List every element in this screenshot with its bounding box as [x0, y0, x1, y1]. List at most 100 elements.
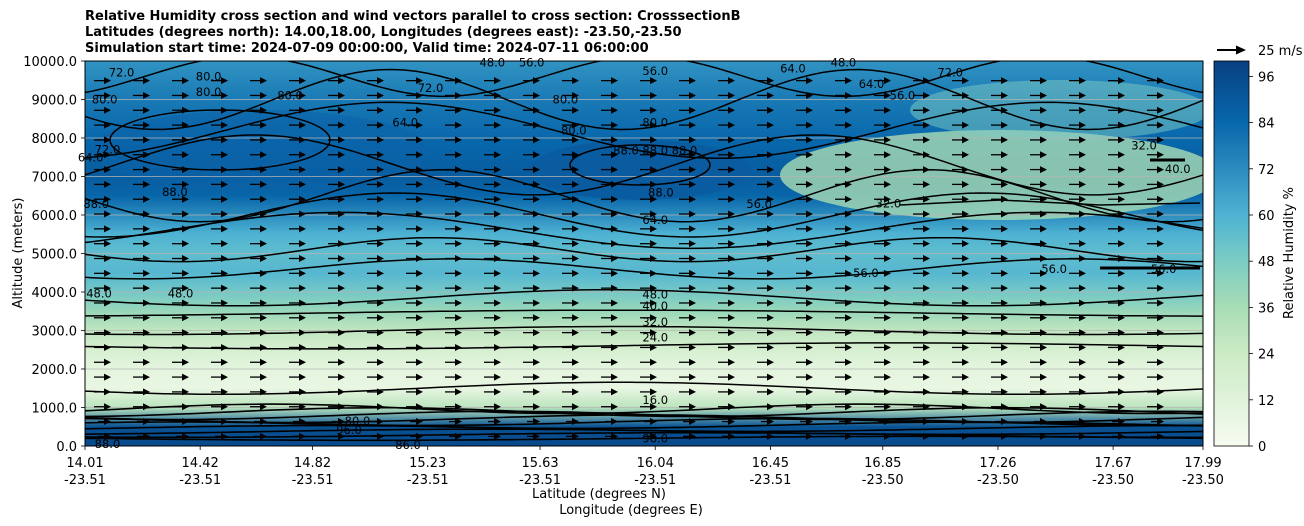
wind-vector-arrow-icon — [806, 358, 813, 366]
y-tick-label: 7000.0 — [32, 171, 78, 186]
wind-vector-arrow-icon — [1157, 418, 1164, 426]
wind-vector-arrow-icon — [1040, 121, 1047, 129]
wind-vector-arrow-icon — [1157, 180, 1164, 188]
wind-vector-arrow-icon — [650, 284, 657, 292]
wind-vector-arrow-icon — [884, 403, 891, 411]
contour-line — [85, 424, 1203, 433]
wind-vector-arrow-icon — [806, 240, 813, 248]
contour-label: 56.0 — [1151, 262, 1177, 276]
wind-vector-arrow-icon — [845, 255, 852, 263]
wind-vector-arrow-icon — [845, 225, 852, 233]
wind-vector-arrow-icon — [299, 343, 306, 351]
contour-label: 72.0 — [418, 81, 444, 95]
wind-vector-arrow-icon — [650, 358, 657, 366]
x-tick-label-longitude: -23.51 — [519, 473, 561, 488]
wind-vector-arrow-icon — [1040, 210, 1047, 218]
wind-vector-arrow-icon — [962, 284, 969, 292]
wind-vector-arrow-icon — [182, 240, 189, 248]
wind-vector-arrow-icon — [533, 329, 540, 337]
wind-vector-arrow-icon — [884, 284, 891, 292]
wind-vector-arrow-icon — [533, 121, 540, 129]
contour-line — [899, 199, 1201, 206]
wind-vector-arrow-icon — [455, 329, 462, 337]
wind-vector-arrow-icon — [260, 432, 267, 440]
wind-vector-arrow-icon — [455, 358, 462, 366]
wind-vector-arrow-icon — [611, 432, 618, 440]
wind-vector-arrow-icon — [845, 77, 852, 85]
wind-vector-arrow-icon — [338, 195, 345, 203]
wind-vector-arrow-icon — [728, 106, 735, 114]
wind-vector-arrow-icon — [884, 358, 891, 366]
wind-vector-arrow-icon — [806, 269, 813, 277]
contour-label: 88.0 — [648, 186, 674, 200]
wind-vector-arrow-icon — [455, 136, 462, 144]
wind-vector-arrow-icon — [494, 284, 501, 292]
wind-vector-arrow-icon — [923, 343, 930, 351]
wind-vector-arrow-icon — [728, 329, 735, 337]
wind-vector-arrow-icon — [338, 388, 345, 396]
wind-vector-arrow-icon — [923, 106, 930, 114]
wind-vector-arrow-icon — [416, 299, 423, 307]
wind-vector-arrow-icon — [494, 195, 501, 203]
wind-vector-arrow-icon — [299, 166, 306, 174]
wind-vector-arrow-icon — [806, 225, 813, 233]
wind-vector-arrow-icon — [962, 225, 969, 233]
wind-vector-arrow-icon — [611, 195, 618, 203]
wind-vector-arrow-icon — [806, 91, 813, 99]
wind-vector-arrow-icon — [611, 91, 618, 99]
wind-vector-arrow-icon — [377, 180, 384, 188]
wind-vector-arrow-icon — [806, 329, 813, 337]
wind-vector-arrow-icon — [260, 151, 267, 159]
wind-vector-arrow-icon — [143, 210, 150, 218]
wind-vector-arrow-icon — [767, 77, 774, 85]
colorbar: 0 12 24 36 48 60 72 84 96 Relative Humidity % — [1213, 60, 1297, 455]
wind-vector-arrow-icon — [767, 403, 774, 411]
wind-vector-arrow-icon — [494, 269, 501, 277]
wind-vector-arrow-icon — [806, 166, 813, 174]
wind-vector-arrow-icon — [611, 299, 618, 307]
wind-vector-arrow-icon — [260, 106, 267, 114]
colorbar-tick-label: 12 — [1258, 394, 1275, 409]
x-tick-label-latitude: 16.85 — [864, 456, 901, 471]
wind-vector-arrow-icon — [533, 255, 540, 263]
wind-vector-arrow-icon — [1157, 166, 1164, 174]
contour-label: 32.0 — [876, 196, 902, 210]
wind-vector-arrow-icon — [767, 269, 774, 277]
wind-vector-arrow-icon — [845, 195, 852, 203]
wind-vector-arrow-icon — [845, 343, 852, 351]
x-tick-label-latitude: 14.82 — [294, 456, 331, 471]
wind-vector-arrow-icon — [533, 151, 540, 159]
wind-vector-arrow-icon — [338, 121, 345, 129]
wind-vector-arrow-icon — [767, 106, 774, 114]
wind-vector-arrow-icon — [1001, 388, 1008, 396]
wind-vector-arrow-icon — [572, 195, 579, 203]
wind-vector-arrow-icon — [650, 299, 657, 307]
wind-vector-arrow-icon — [767, 195, 774, 203]
wind-vector-arrow-icon — [884, 121, 891, 129]
contour-line — [85, 325, 1203, 336]
wind-vector-arrow-icon — [962, 121, 969, 129]
wind-vector-arrow-icon — [1079, 418, 1086, 426]
wind-vector-arrow-icon — [884, 432, 891, 440]
wind-vector-arrow-icon — [923, 151, 930, 159]
y-tick-label: 2000.0 — [32, 363, 78, 378]
wind-vector-arrow-icon — [143, 358, 150, 366]
colorbar-tick-label: 24 — [1258, 348, 1275, 363]
wind-vector-arrow-icon — [806, 343, 813, 351]
wind-vector-arrow-icon — [182, 299, 189, 307]
wind-vector-arrow-icon — [1079, 255, 1086, 263]
wind-vector-arrow-icon — [1118, 314, 1125, 322]
wind-vector-arrow-icon — [455, 314, 462, 322]
wind-vector-arrow-icon — [260, 121, 267, 129]
wind-vector-arrow-icon — [260, 166, 267, 174]
wind-vector-arrow-icon — [299, 195, 306, 203]
wind-vector-arrow-icon — [221, 91, 228, 99]
wind-vector-arrow-icon — [533, 314, 540, 322]
wind-vector-arrow-icon — [1157, 91, 1164, 99]
x-tick-label-latitude: 14.42 — [182, 456, 219, 471]
wind-vector-arrow-icon — [1118, 284, 1125, 292]
wind-vector-arrow-icon — [1157, 284, 1164, 292]
wind-vector-arrow-icon — [143, 284, 150, 292]
wind-vector-arrow-icon — [338, 225, 345, 233]
wind-vector-arrow-icon — [104, 121, 111, 129]
